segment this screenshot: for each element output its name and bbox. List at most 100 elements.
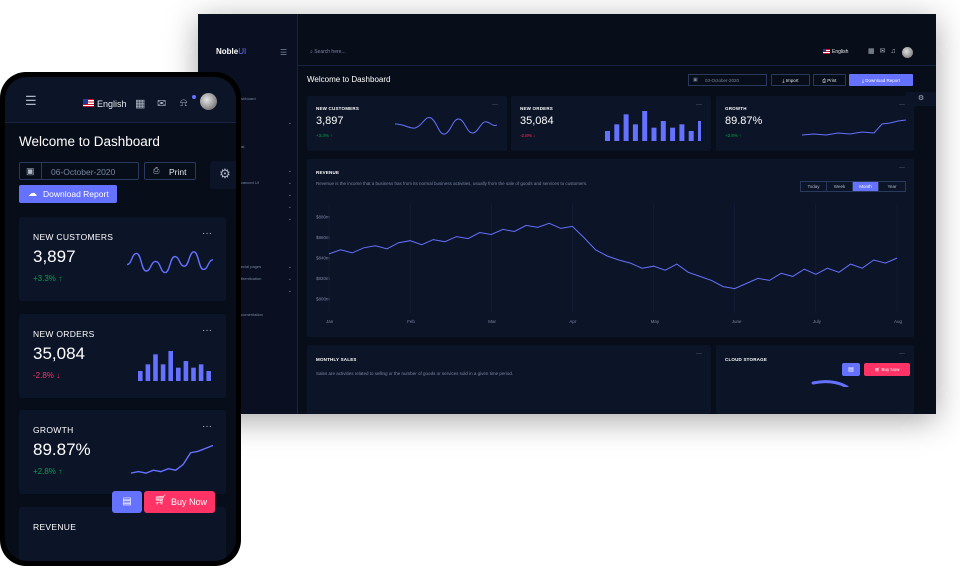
phone-frame: ☰ English ▦ ✉ ⍾ Welcome to Dashboard ▣ 0… bbox=[0, 72, 241, 566]
import-label: Import bbox=[785, 78, 799, 83]
file-icon[interactable]: ▤ bbox=[112, 491, 142, 513]
sidebar-item[interactable]: Special pages ⌄ bbox=[210, 264, 294, 276]
print-button[interactable]: ⎙ Print bbox=[813, 74, 846, 86]
stat-value: 35,084 bbox=[33, 344, 85, 363]
bar bbox=[160, 364, 166, 381]
more-icon[interactable]: ··· bbox=[899, 102, 905, 108]
sidebar-item[interactable]: ⌄ bbox=[210, 288, 294, 300]
growth-line bbox=[130, 444, 214, 474]
stat-value: 89.87% bbox=[33, 440, 91, 459]
more-icon[interactable]: ··· bbox=[202, 421, 212, 432]
bar bbox=[660, 121, 666, 141]
bar bbox=[642, 111, 648, 141]
more-icon[interactable]: ··· bbox=[696, 102, 702, 108]
cart-icon: 🛒︎ bbox=[874, 367, 881, 372]
avatar[interactable] bbox=[200, 93, 217, 110]
buy-now-button[interactable]: 🛒︎ Buy Now bbox=[144, 491, 215, 513]
print-label: Print bbox=[169, 167, 187, 177]
bar bbox=[145, 364, 151, 381]
bell-icon[interactable]: ⍾ bbox=[180, 97, 188, 109]
gear-icon[interactable]: ⚙ bbox=[210, 161, 236, 189]
stat-card-new-customers: NEW CUSTOMERS ··· 3,897 +3.3% ↑ bbox=[19, 217, 226, 301]
menu-icon[interactable]: ☰ bbox=[280, 48, 288, 57]
date-picker[interactable]: ▣ 03-October-2020 bbox=[688, 74, 767, 86]
sidebar-item[interactable]: Documentation bbox=[210, 312, 294, 324]
date-picker[interactable]: ▣ 06-October-2020 bbox=[19, 162, 139, 180]
x-tick-label: Apr bbox=[569, 319, 577, 324]
x-tick-label: July bbox=[813, 319, 822, 324]
x-tick-label: June bbox=[732, 319, 742, 324]
grid-icon[interactable]: ▦ bbox=[135, 98, 146, 110]
orders-bar-chart bbox=[605, 111, 701, 141]
sidebar-item-label: Special pages bbox=[236, 264, 262, 269]
bell-icon[interactable]: ♫ bbox=[890, 48, 901, 55]
monthly-sales-card: MONTHLY SALES ··· Sales are activities r… bbox=[307, 345, 711, 414]
bar bbox=[605, 131, 610, 141]
sidebar-item[interactable]: Dashboard bbox=[210, 96, 294, 108]
stat-value: 89.87% bbox=[725, 115, 763, 127]
import-button[interactable]: ⤓ Import bbox=[771, 74, 810, 86]
y-tick-label: $800m bbox=[316, 296, 330, 301]
more-icon[interactable]: ··· bbox=[202, 228, 212, 239]
bar bbox=[168, 351, 173, 381]
stat-card-new-orders: NEW ORDERS ··· 35,084 -2.8% ↓ bbox=[511, 96, 711, 151]
monthly-sales-description: Sales are activities related to selling … bbox=[316, 371, 514, 376]
avatar[interactable] bbox=[902, 47, 913, 58]
more-icon[interactable]: ··· bbox=[899, 351, 905, 357]
x-tick-label: Mar bbox=[488, 319, 496, 324]
search-input[interactable]: ⌕ Search here... bbox=[310, 49, 346, 55]
sidebar-item[interactable]: Advanced UI ⌄ bbox=[210, 180, 294, 192]
stat-label: GROWTH bbox=[33, 425, 74, 435]
stat-card-new-customers: NEW CUSTOMERS ··· 3,897 +3.3% ↑ bbox=[307, 96, 507, 151]
mail-icon[interactable]: ✉ bbox=[879, 48, 891, 55]
x-tick-label: Aug bbox=[894, 319, 903, 324]
sidebar-item[interactable]: ⌄ bbox=[210, 216, 294, 228]
language-selector[interactable]: English bbox=[823, 49, 848, 55]
stat-card-new-orders: NEW ORDERS ··· 35,084 -2.8% ↓ bbox=[19, 314, 226, 398]
buy-now-label: Buy Now bbox=[881, 367, 900, 372]
chevron-down-icon: ⌄ bbox=[287, 276, 292, 282]
sidebar-item[interactable]: ⌄ bbox=[210, 204, 294, 216]
revenue-description: Revenue is the income that a business ha… bbox=[316, 181, 588, 186]
chevron-down-icon: ⌄ bbox=[287, 168, 292, 174]
range-today[interactable]: Today bbox=[801, 182, 827, 191]
orders-bar-chart bbox=[138, 351, 211, 381]
stat-change: +3.3% ↑ bbox=[316, 133, 333, 138]
brand-logo[interactable]: NobleUI bbox=[216, 47, 246, 56]
more-icon[interactable]: ··· bbox=[899, 165, 905, 171]
growth-sparkline bbox=[802, 119, 906, 136]
mobile-topbar: ☰ English ▦ ✉ ⍾ bbox=[5, 77, 236, 123]
grid-icon[interactable]: ▦ bbox=[868, 48, 880, 55]
more-icon[interactable]: ··· bbox=[202, 325, 212, 336]
mail-icon[interactable]: ✉ bbox=[157, 98, 167, 110]
more-icon[interactable]: ··· bbox=[492, 102, 498, 108]
stat-card-growth: GROWTH ··· 89.87% +2.8% ↑ bbox=[716, 96, 914, 151]
sidebar-item[interactable]: ⌄ bbox=[210, 192, 294, 204]
range-week[interactable]: Week bbox=[827, 182, 853, 191]
chevron-down-icon: ⌄ bbox=[287, 120, 292, 126]
download-report-button[interactable]: ☁ Download Report bbox=[19, 185, 117, 203]
customers-sparkline bbox=[127, 251, 213, 274]
sidebar-menu: Dashboard⌄Chat⌄Advanced UI⌄⌄⌄⌄Special pa… bbox=[210, 84, 294, 324]
revenue-title: REVENUE bbox=[316, 170, 340, 175]
divider bbox=[41, 163, 42, 179]
menu-icon[interactable]: ☰ bbox=[25, 93, 37, 108]
more-icon[interactable]: ··· bbox=[696, 351, 702, 357]
range-year[interactable]: Year bbox=[887, 184, 897, 189]
topbar-icons: ▦✉♫ bbox=[868, 47, 901, 55]
chevron-down-icon: ⌄ bbox=[287, 288, 292, 294]
file-icon[interactable]: ▤ bbox=[842, 363, 860, 376]
customers-line bbox=[127, 251, 213, 274]
range-month[interactable]: Month bbox=[853, 182, 879, 191]
language-selector[interactable]: English bbox=[97, 99, 127, 109]
print-button[interactable]: ⎙ Print bbox=[144, 162, 196, 180]
sidebar-item[interactable]: Authentication ⌄ bbox=[210, 276, 294, 288]
download-report-button[interactable]: ⤓ Download Report bbox=[849, 74, 913, 86]
stat-card-growth: GROWTH ··· 89.87% +2.8% ↑ bbox=[19, 410, 226, 494]
sidebar-item[interactable]: ⌄ bbox=[210, 168, 294, 180]
cloud-storage-card: CLOUD STORAGE ··· bbox=[716, 345, 914, 414]
sidebar-item[interactable]: ⌄ bbox=[210, 120, 294, 132]
y-tick-label: $840m bbox=[316, 256, 330, 261]
buy-now-button[interactable]: 🛒︎ Buy Now bbox=[864, 363, 910, 376]
monthly-sales-title: MONTHLY SALES bbox=[316, 357, 357, 362]
